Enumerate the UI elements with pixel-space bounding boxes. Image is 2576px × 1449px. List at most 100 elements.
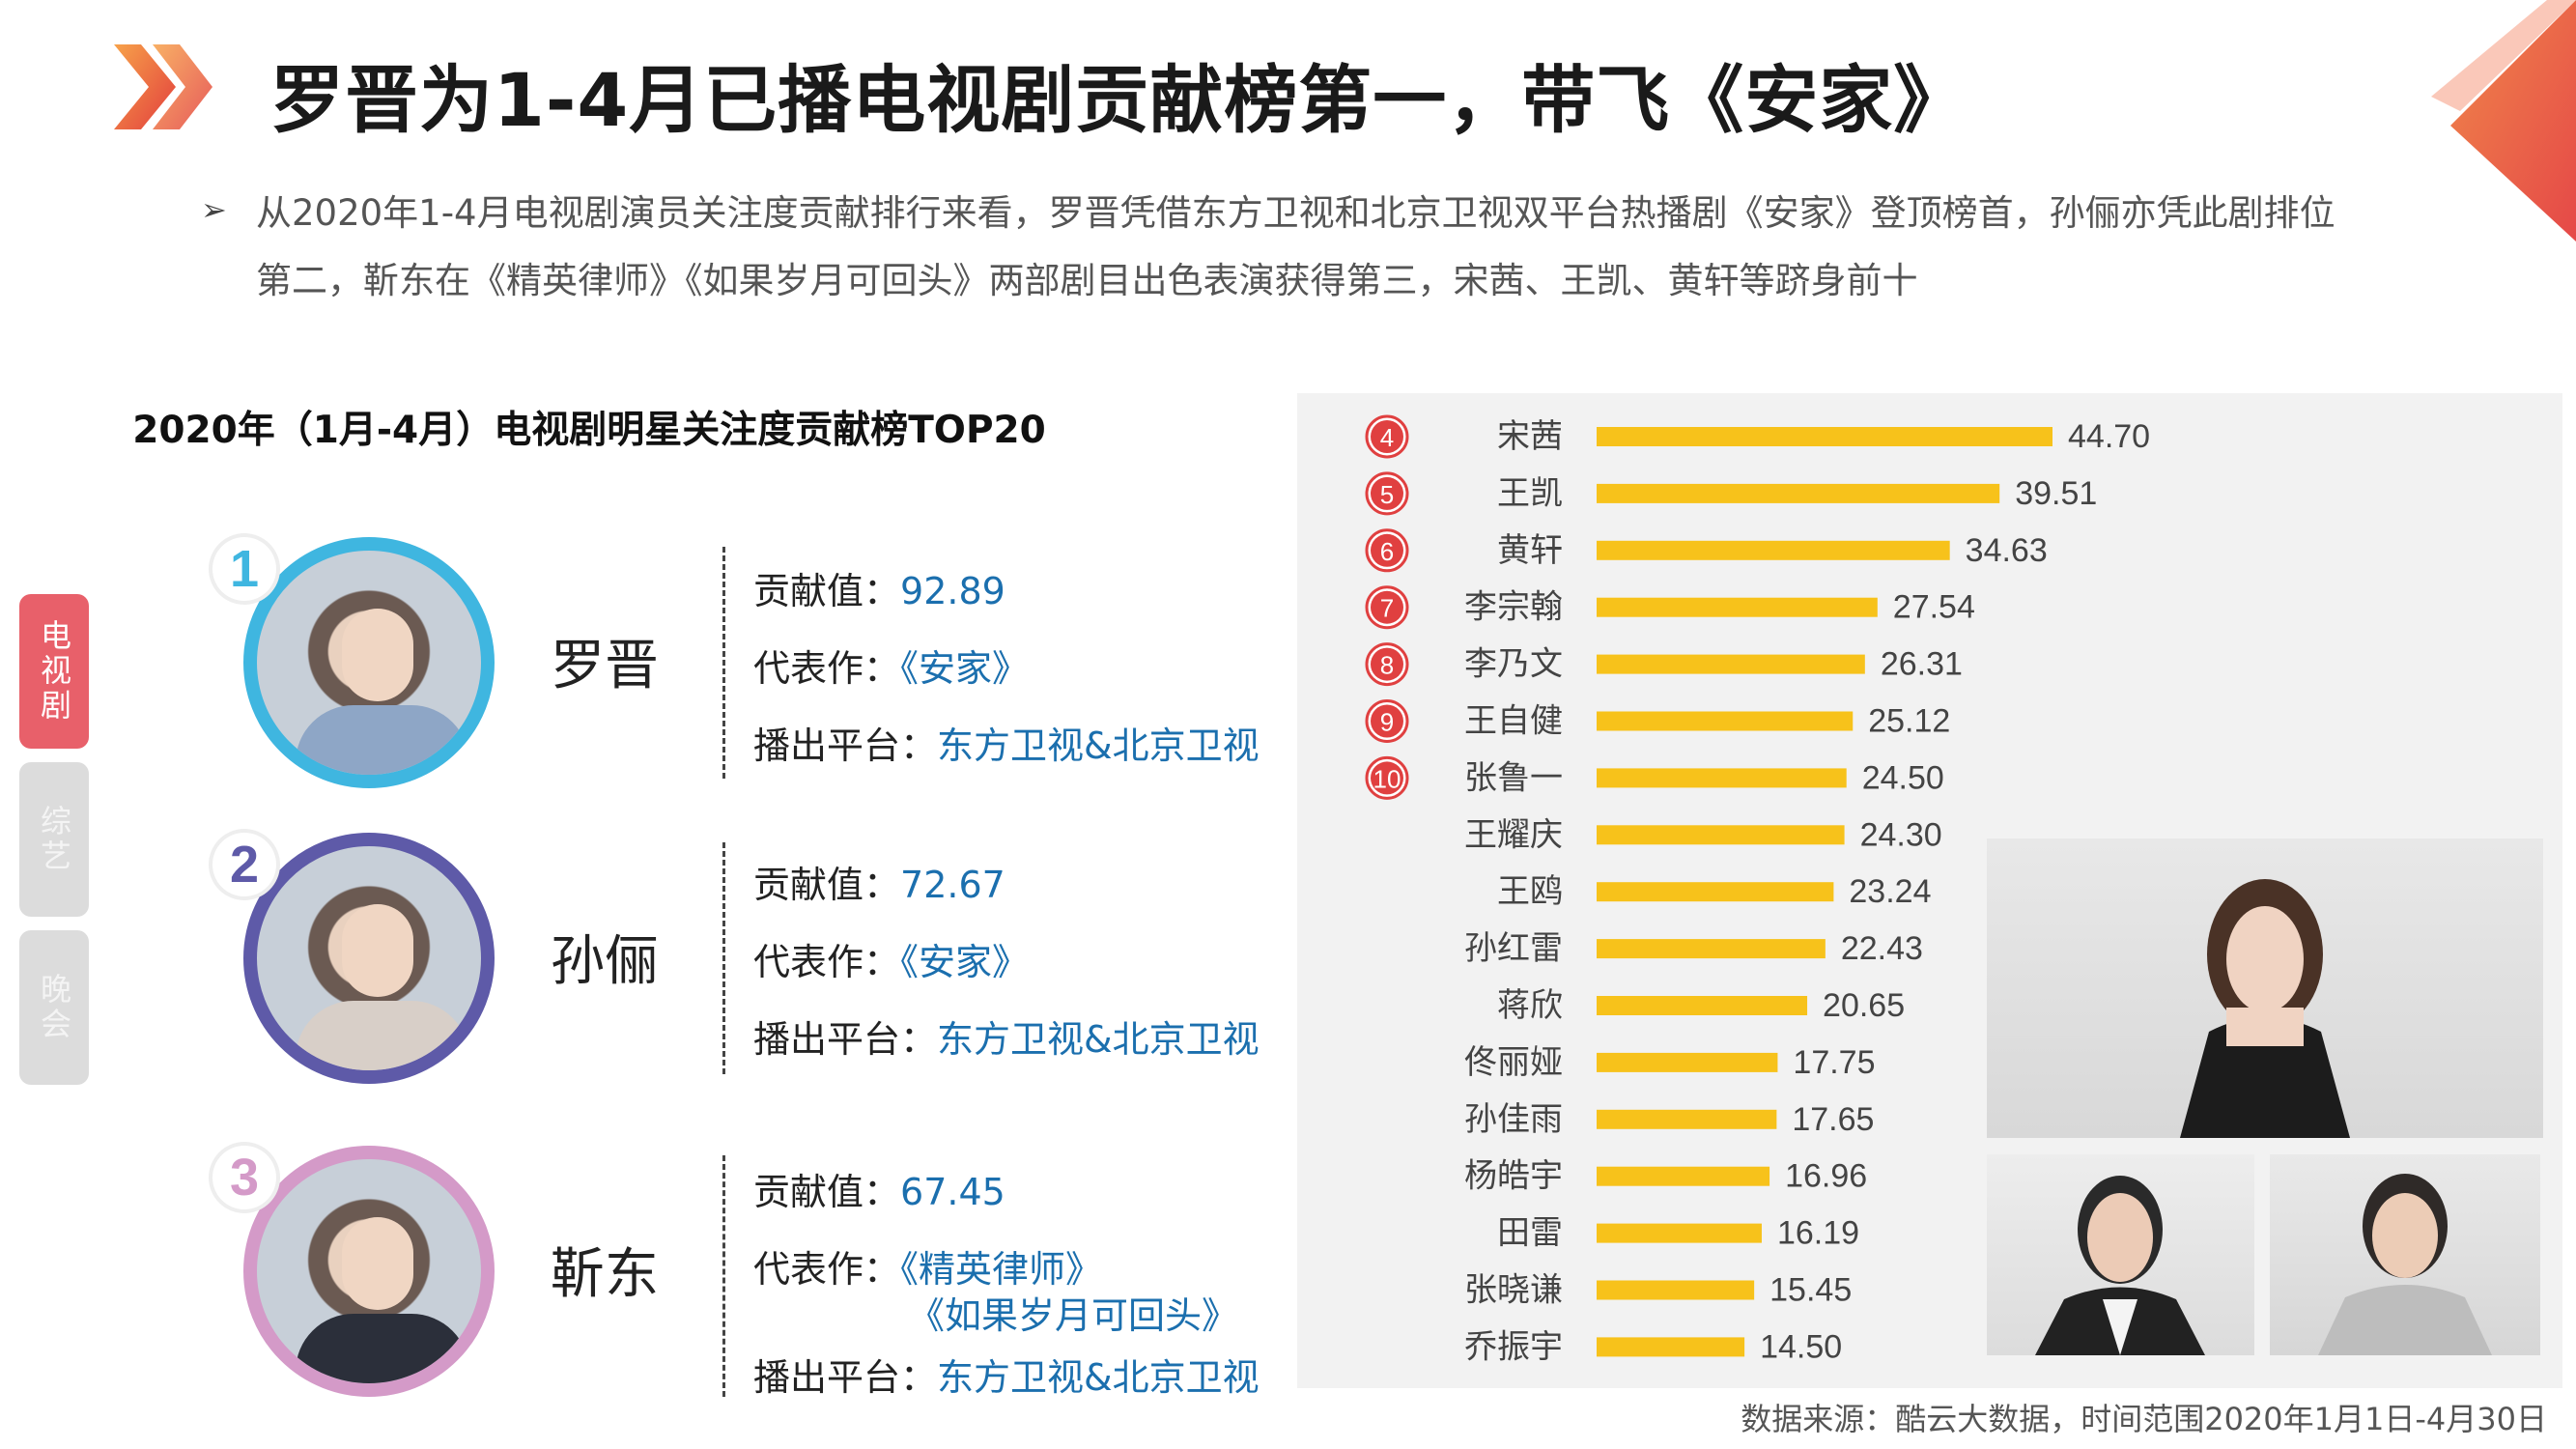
bar [1597,1280,1755,1300]
bar [1597,939,1826,959]
contribution-bar-chart: 4 宋茜 44.70 5 王凯 39.51 6 黄轩 34.63 7 李宗翰 27.54 8 李乃文 26.… [1365,414,2150,1366]
rank-badge: 1 [212,537,276,601]
category-label: 孙红雷 [1464,929,1563,968]
works-label: 代表作： [753,1248,901,1291]
bar [1597,996,1808,1015]
side-tab-nav: 电视剧 综艺 晚会 [19,594,89,1098]
bar [1597,882,1834,902]
category-label: 蒋欣 [1497,986,1563,1025]
value-label: 24.50 [1862,759,1944,796]
avatar [243,537,495,788]
page-title: 罗晋为1-4月已播电视剧贡献榜第一，带飞《安家》 [270,57,1968,143]
actor-photo [1987,1154,2254,1355]
avatar [243,1146,495,1397]
star-name: 孙俪 [551,930,659,993]
works: 《安家》 [900,647,1030,690]
rank-badge-number: 8 [1380,651,1394,680]
category-label: 王凯 [1497,474,1563,513]
data-source-note: 数据来源：酷云大数据，时间范围2020年1月1日-4月30日 [1741,1401,2547,1437]
top-star-card: 2 孙俪 贡献值：72.67 代表作：《安家》 播出平台：东方卫视&北京卫视 [212,833,1314,1113]
star-info: 贡献值：72.67 代表作：《安家》 播出平台：东方卫视&北京卫视 [753,846,1260,1078]
bar [1597,427,2052,446]
star-name: 靳东 [551,1243,659,1306]
category-label: 张晓谦 [1464,1271,1563,1310]
rank-badge-number: 4 [1380,423,1394,452]
corner-decoration-icon [2431,0,2576,242]
left-chart-title: 2020年（1月-4月）电视剧明星关注度贡献榜TOP20 [132,409,1046,452]
works-label: 代表作： [753,941,901,983]
bullet-arrow-icon: ➢ [201,191,227,228]
bar [1597,711,1854,731]
value-label: 15.45 [1769,1272,1852,1309]
rank-badge-fill [1371,420,1403,453]
rank-badge-number: 7 [1380,594,1394,623]
value-label: 26.31 [1881,646,1963,683]
value: 92.89 [900,570,1005,612]
rank-badge-number: 5 [1380,480,1394,509]
value-label: 44.70 [2068,418,2150,455]
category-label: 杨皓宇 [1464,1157,1563,1196]
value-label: 27.54 [1893,589,1975,626]
platform: 东方卫视&北京卫视 [937,1356,1260,1399]
category-label: 李乃文 [1464,645,1563,684]
bar [1597,1337,1745,1357]
value-label: 23.24 [1849,873,1931,910]
value-label: 17.75 [1793,1044,1875,1081]
platform: 东方卫视&北京卫视 [937,724,1260,767]
rank-badge-fill [1371,761,1403,795]
summary-line: 第二，靳东在《精英律师》《如果岁月可回头》两部剧目出色表演获得第三，宋茜、王凯、… [256,260,1918,301]
avatar [243,833,495,1084]
works: 《精英律师》 [900,1248,1103,1291]
value: 67.45 [900,1171,1005,1213]
top-star-card: 3 靳东 贡献值：67.45 代表作：《精英律师》 《如果岁月可回头》 播出平台… [212,1146,1314,1426]
category-label: 乔振宇 [1464,1327,1563,1366]
tab-gala[interactable]: 晚会 [19,930,89,1085]
rank-badge-fill [1371,590,1403,624]
rank-badge-fill [1371,704,1403,738]
value-label: 贡献值： [753,864,901,906]
star-info: 贡献值：67.45 代表作：《精英律师》 《如果岁月可回头》 播出平台：东方卫视… [753,1153,1260,1416]
value-label: 25.12 [1868,703,1950,740]
category-label: 张鲁一 [1464,758,1563,797]
value-label: 20.65 [1823,987,1905,1024]
platform: 东方卫视&北京卫视 [937,1018,1260,1061]
chevron-logo-icon [114,44,212,129]
tab-variety[interactable]: 综艺 [19,762,89,917]
value-label: 24.30 [1860,816,1942,853]
category-label: 孙佳雨 [1464,1100,1563,1139]
rank-badge: 3 [212,1146,276,1209]
value-label: 贡献值： [753,570,901,612]
category-label: 黄轩 [1497,531,1563,570]
category-label: 王自健 [1464,702,1563,741]
value-label: 39.51 [2015,475,2097,512]
rank-badge-fill [1371,647,1403,681]
works-label: 代表作： [753,647,901,690]
rank-badge-number: 10 [1373,764,1401,793]
star-name: 罗晋 [551,635,659,697]
category-label: 佟丽娅 [1464,1043,1563,1082]
dashed-divider [722,1155,725,1397]
summary-line: 从2020年1-4月电视剧演员关注度贡献排行来看，罗晋凭借东方卫视和北京卫视双平… [256,192,2335,234]
bar [1597,483,2000,503]
actress-photo [1987,838,2543,1138]
category-label: 李宗翰 [1464,588,1563,627]
bar [1597,1052,1778,1072]
works: 《如果岁月可回头》 [908,1294,1239,1337]
rank-badge-number: 6 [1380,537,1394,566]
platform-label: 播出平台： [753,724,938,767]
platform-label: 播出平台： [753,1356,938,1399]
category-label: 宋茜 [1497,417,1563,456]
category-label: 王鸥 [1497,872,1563,911]
rank-badge: 2 [212,833,276,896]
bar [1597,654,1865,674]
bar [1597,540,1950,560]
category-label: 田雷 [1497,1214,1563,1253]
summary-text: 从2020年1-4月电视剧演员关注度贡献排行来看，罗晋凭借东方卫视和北京卫视双平… [256,180,2477,315]
dashed-divider [722,842,725,1074]
bar [1597,825,1845,845]
tab-tv-drama[interactable]: 电视剧 [19,594,89,749]
actor-photo [2270,1154,2540,1355]
value-label: 贡献值： [753,1171,901,1213]
value-label: 16.19 [1777,1215,1859,1252]
top-star-card: 1 罗晋 贡献值：92.89 代表作：《安家》 播出平台：东方卫视&北京卫视 [212,537,1314,817]
